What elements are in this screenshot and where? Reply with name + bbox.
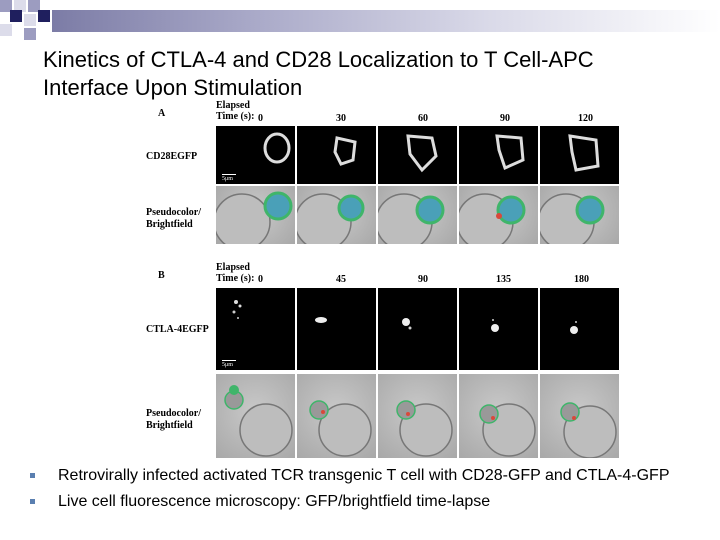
elapsed-line: Time (s): <box>216 111 255 122</box>
cell-fluorescence-image <box>570 321 578 334</box>
bullet-square-icon <box>30 499 35 504</box>
bullet-text: Retrovirally infected activated TCR tran… <box>58 467 670 484</box>
brightfield-image <box>560 402 617 458</box>
pseudocolor-b-frame-45 <box>297 374 376 458</box>
cd28-frame-120 <box>540 126 619 184</box>
brightfield-image <box>224 385 293 457</box>
microscopy-figure: Elapsed Time (s): A 0 30 60 90 120 CD28E… <box>140 98 619 460</box>
cd28-frame-30 <box>297 126 376 184</box>
scale-bar <box>222 174 236 175</box>
brightfield-image <box>216 191 293 244</box>
deco-square <box>10 10 22 22</box>
cell-fluorescence-image <box>406 134 438 173</box>
pseudocolor-b-frame-90 <box>378 374 457 458</box>
scale-label: 5μm <box>222 176 233 182</box>
brightfield-image <box>396 400 453 457</box>
time-label: 120 <box>578 113 593 124</box>
time-label: 60 <box>418 113 428 124</box>
brightfield-image <box>309 400 372 457</box>
pseudocolor-a-frame-90 <box>459 186 538 244</box>
row-label-line: Pseudocolor/ <box>146 207 201 218</box>
pseudocolor-b-frame-180 <box>540 374 619 458</box>
brightfield-image <box>540 193 605 244</box>
elapsed-line: Time (s): <box>216 273 255 284</box>
header-gradient-bar <box>52 10 720 32</box>
cell-fluorescence-image <box>263 132 291 164</box>
time-label: 135 <box>496 274 511 285</box>
ctla4-frame-180 <box>540 288 619 370</box>
slide-title: Kinetics of CTLA-4 and CD28 Localization… <box>43 46 683 102</box>
time-label: 90 <box>500 113 510 124</box>
bullet-item: Retrovirally infected activated TCR tran… <box>30 466 710 486</box>
cell-fluorescence-image <box>568 134 600 172</box>
cell-fluorescence-image <box>333 136 357 166</box>
ctla4-frame-0: 5μm <box>216 288 295 370</box>
pseudocolor-a-frame-30 <box>297 186 376 244</box>
cell-fluorescence-image <box>402 318 412 330</box>
pseudocolor-b-frame-0 <box>216 374 295 458</box>
title-line-1: Kinetics of CTLA-4 and CD28 Localization… <box>43 47 594 72</box>
deco-square <box>14 0 26 12</box>
cell-fluorescence-image <box>232 300 242 319</box>
cd28-frame-90 <box>459 126 538 184</box>
ctla4-frame-45 <box>297 288 376 370</box>
pseudocolor-b-frame-135 <box>459 374 538 458</box>
bullet-item: Live cell fluorescence microscopy: GFP/b… <box>30 492 710 512</box>
cd28-frame-60 <box>378 126 457 184</box>
time-label: 45 <box>336 274 346 285</box>
bullet-list: Retrovirally infected activated TCR tran… <box>30 466 710 518</box>
row-label-line: Brightfield <box>146 420 193 431</box>
row-label-cd28: CD28EGFP <box>146 151 198 162</box>
panel-b-letter: B <box>158 270 165 281</box>
bullet-text: Live cell fluorescence microscopy: GFP/b… <box>58 493 491 510</box>
brightfield-image <box>378 193 445 244</box>
panel-b-elapsed-label: Elapsed Time (s): <box>216 262 254 284</box>
panel-a-elapsed-label: Elapsed Time (s): <box>216 100 254 122</box>
deco-square <box>0 0 12 12</box>
pseudocolor-a-frame-60 <box>378 186 457 244</box>
deco-square <box>24 28 36 40</box>
row-label-line: Pseudocolor/ <box>146 408 201 419</box>
ctla4-frame-90 <box>378 288 457 370</box>
deco-square <box>28 0 40 12</box>
cd28-frame-0: 5μm <box>216 126 295 184</box>
elapsed-line: Elapsed <box>216 100 250 111</box>
cell-fluorescence-image <box>315 317 327 323</box>
row-label-line: Brightfield <box>146 219 193 230</box>
time-label: 30 <box>336 113 346 124</box>
scale-label: 5μm <box>222 362 233 368</box>
brightfield-image <box>459 193 526 244</box>
pseudocolor-a-frame-120 <box>540 186 619 244</box>
elapsed-line: Elapsed <box>216 262 250 273</box>
row-label-pseudocolor: Pseudocolor/ Brightfield <box>146 207 201 231</box>
deco-square <box>0 24 12 36</box>
ctla4-frame-135 <box>459 288 538 370</box>
cell-fluorescence-image <box>495 134 525 171</box>
row-label-pseudocolor: Pseudocolor/ Brightfield <box>146 408 201 432</box>
time-label: 180 <box>574 274 589 285</box>
pseudocolor-a-frame-0 <box>216 186 295 244</box>
time-label: 0 <box>258 274 263 285</box>
deco-square <box>38 10 50 22</box>
title-line-2: Interface Upon Stimulation <box>43 75 303 100</box>
brightfield-image <box>297 193 365 244</box>
panel-a-letter: A <box>158 108 166 119</box>
cell-fluorescence-image <box>491 319 499 332</box>
bullet-square-icon <box>30 473 35 478</box>
deco-square <box>24 14 36 26</box>
time-label: 90 <box>418 274 428 285</box>
time-label: 0 <box>258 113 263 124</box>
scale-bar <box>222 360 236 361</box>
brightfield-image <box>479 403 536 457</box>
row-label-ctla4: CTLA-4EGFP <box>146 324 209 335</box>
